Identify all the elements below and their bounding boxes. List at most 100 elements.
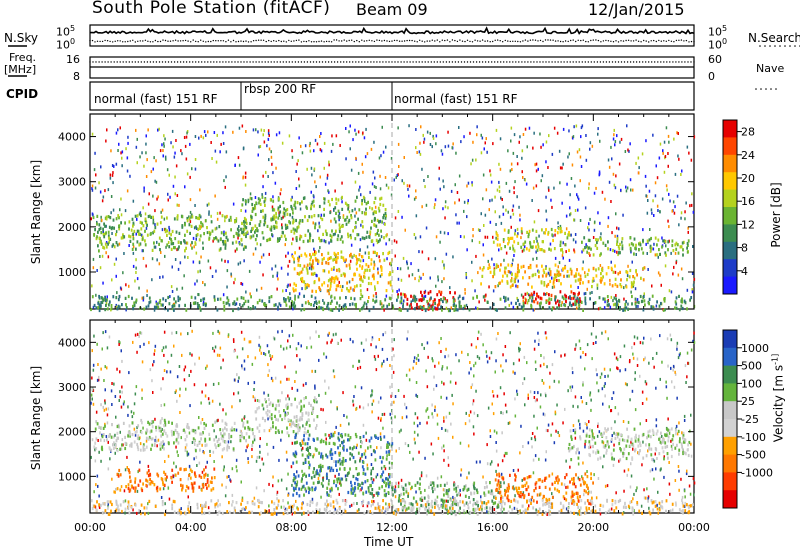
nave-point [119,61,121,63]
sparse-cell [444,205,447,209]
sparse-cell [278,211,280,215]
nsearch-point [693,41,695,43]
nave-point [167,61,170,63]
sparse-cell [163,442,165,446]
sparse-cell [317,477,320,480]
data-cell [332,276,335,280]
sparse-cell [170,353,173,357]
data-cell [264,221,267,225]
data-cell [202,246,204,250]
sparse-cell [609,278,611,282]
data-cell [547,282,550,287]
sparse-cell [565,459,567,463]
data-cell [294,206,297,210]
sparse-cell [503,507,505,511]
sparse-cell [155,159,157,163]
sparse-cell [174,192,176,196]
sparse-cell [254,356,257,360]
data-cell [337,252,339,256]
sparse-cell [425,203,428,207]
sparse-cell [503,392,505,396]
data-cell [366,230,369,234]
data-cell [631,294,633,299]
data-cell [516,270,519,274]
sparse-cell [450,371,452,375]
sparse-cell [496,188,499,192]
sparse-cell [247,457,249,461]
sparse-cell [570,177,573,180]
sparse-cell [97,378,100,382]
data-cell [656,253,658,257]
sparse-cell [264,353,267,357]
sparse-cell [585,134,587,137]
sparse-cell [240,282,242,285]
data-cell [333,217,336,221]
sparse-cell [271,267,273,271]
nsearch-point [582,39,584,41]
sparse-cell [166,168,169,172]
sparse-cell [256,455,259,459]
sparse-cell [463,135,465,139]
sparse-cell [298,255,301,259]
data-cell [423,297,425,301]
nsearch-point [142,40,144,42]
data-cell [284,298,287,302]
data-cell [294,297,296,301]
sparse-cell [117,128,119,132]
data-cell [263,223,266,227]
sparse-cell [299,409,302,413]
sparse-cell [589,253,591,257]
data-cell [511,236,514,240]
sparse-cell [268,504,270,508]
nave-point [213,61,215,63]
sparse-cell [599,221,601,225]
data-cell [99,226,102,230]
data-cell [315,251,317,255]
data-cell [194,241,197,245]
data-cell [365,263,368,267]
data-cell [365,235,368,239]
data-cell [552,238,554,243]
data-cell [635,269,637,273]
nsearch-point [527,40,529,42]
data-cell [329,287,332,291]
sparse-cell [102,405,104,409]
data-cell [642,278,645,282]
sparse-cell [533,391,536,394]
data-cell [453,308,456,312]
sparse-cell [547,166,549,169]
sparse-cell [267,129,270,133]
sparse-cell [209,454,211,457]
data-cell [548,306,551,310]
nave-point [469,61,472,63]
data-cell [549,270,552,274]
sparse-cell [389,385,391,389]
sparse-cell [213,429,215,433]
sparse-cell [596,381,598,385]
nsearch-point [247,41,250,43]
sparse-cell [107,255,110,259]
sparse-cell [102,281,104,285]
sparse-cell [528,126,531,130]
sparse-cell [668,239,670,243]
sparse-cell [181,152,183,156]
data-cell [616,242,618,246]
sparse-cell [498,162,500,166]
nsearch-point [295,39,298,42]
sparse-cell [308,266,311,270]
sparse-cell [400,278,403,282]
sparse-cell [142,298,145,302]
sparse-cell [611,397,613,400]
sparse-cell [272,475,274,479]
sparse-cell [435,235,438,239]
data-cell [219,247,222,251]
sparse-cell [191,329,193,333]
sparse-cell [212,239,214,243]
data-cell [311,289,314,293]
data-cell [586,250,589,254]
sparse-cell [443,458,445,462]
data-cell [203,232,205,236]
sparse-cell [545,394,547,398]
nave-point [557,61,559,63]
sparse-cell [397,267,399,270]
